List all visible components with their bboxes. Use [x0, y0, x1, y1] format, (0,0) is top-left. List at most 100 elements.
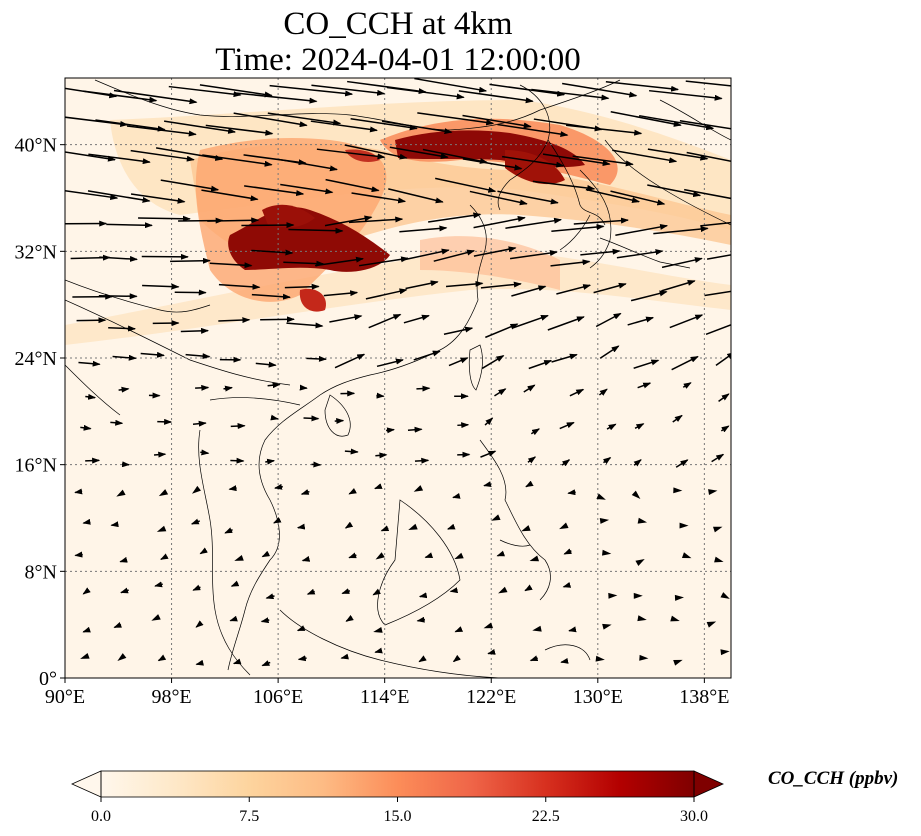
wind-arrow: [598, 388, 608, 396]
wind-arrow: [414, 78, 488, 93]
wind-arrow: [559, 522, 569, 530]
wind-arrow: [612, 149, 678, 164]
wind-arrow: [637, 517, 648, 524]
wind-arrow: [80, 424, 92, 431]
wind-arrow: [525, 480, 534, 488]
wind-arrow: [633, 359, 660, 369]
map-time: Time: 2024-04-01 12:00:00: [215, 42, 581, 78]
wind-arrow: [596, 493, 606, 500]
wind-arrow: [447, 523, 456, 530]
concentration-field: [65, 78, 731, 678]
wind-arrow: [443, 326, 474, 335]
wind-arrow: [562, 581, 572, 588]
wind-arrow: [126, 125, 197, 137]
wind-arrow: [230, 423, 246, 430]
wind-arrow: [274, 483, 283, 490]
wind-arrow: [551, 353, 578, 363]
wind-arrow: [551, 224, 605, 233]
wind-arrow: [88, 153, 151, 165]
wind-arrow: [511, 285, 547, 297]
wind-arrow: [413, 485, 424, 492]
wind-arrow: [296, 523, 306, 530]
wind-arrow: [311, 461, 322, 468]
wind-arrow: [261, 550, 271, 558]
wind-arrow: [388, 188, 444, 204]
wind-arrow: [512, 314, 549, 329]
wind-arrow: [375, 452, 388, 459]
wind-arrow: [435, 177, 497, 193]
lon-tick-label: 106°E: [253, 686, 303, 708]
wind-arrow: [529, 655, 539, 662]
lat-tick-label: 0°: [39, 668, 57, 690]
wind-arrow: [311, 84, 386, 96]
wind-arrow: [569, 388, 585, 397]
lat-tick-label: 24°N: [15, 348, 57, 370]
wind-arrow: [98, 293, 138, 300]
wind-arrow: [218, 283, 261, 290]
wind-arrow: [270, 414, 279, 421]
wind-arrow: [195, 659, 204, 666]
wind-arrow: [76, 317, 107, 324]
wind-arrow: [532, 625, 542, 632]
wind-arrow: [368, 313, 402, 329]
wind-arrow: [200, 449, 210, 456]
wind-arrow: [265, 593, 275, 600]
wind-arrow: [376, 392, 385, 399]
wind-arrow: [527, 456, 537, 464]
wind-arrow: [599, 517, 610, 524]
wind-arrow: [715, 351, 731, 367]
wind-arrow: [205, 124, 274, 136]
wind-arrow: [380, 525, 390, 532]
wind-arrow: [269, 84, 354, 97]
wind-arrow: [345, 614, 354, 622]
wind-arrow: [417, 112, 495, 126]
wind-arrow: [529, 555, 540, 562]
wind-arrow: [201, 189, 259, 202]
wind-arrow: [700, 221, 731, 227]
wind-arrow: [403, 314, 430, 324]
wind-arrow: [708, 489, 718, 495]
wind-arrow: [483, 622, 494, 629]
wind-arrow: [630, 290, 668, 302]
wind-arrow: [251, 293, 291, 300]
wind-arrow: [74, 551, 83, 558]
wind-arrow: [672, 414, 683, 423]
wind-arrow: [595, 655, 605, 662]
wind-arrow: [108, 325, 137, 332]
wind-arrow: [449, 587, 459, 594]
wind-arrow: [572, 155, 634, 167]
wind-arrow: [185, 353, 211, 360]
wind-arrow: [627, 316, 655, 326]
wind-arrow: [300, 489, 310, 495]
colorbar-tick-label: 7.5: [239, 808, 259, 825]
wind-arrow: [255, 361, 277, 368]
wind-arrow: [686, 151, 731, 163]
wind-arrow: [550, 259, 591, 267]
lon-tick-label: 122°E: [466, 686, 516, 708]
wind-arrow: [82, 626, 91, 633]
wind-arrow: [351, 192, 407, 204]
wind-arrow: [573, 217, 629, 225]
wind-arrow: [602, 457, 612, 465]
wind-arrow: [207, 217, 260, 224]
wind-arrow: [130, 193, 186, 204]
wind-arrow: [531, 88, 610, 101]
wind-arrow: [580, 248, 621, 256]
wind-arrow: [341, 588, 351, 595]
wind-arrow: [301, 555, 311, 562]
wind-arrow: [606, 423, 617, 431]
wind-arrow: [491, 514, 501, 521]
wind-arrow: [316, 148, 386, 160]
wind-arrow: [673, 659, 683, 666]
wind-arrow: [530, 428, 541, 436]
colorbar-tick-label: 0.0: [91, 808, 111, 825]
lon-tick-label: 98°E: [151, 686, 191, 708]
wind-arrow: [113, 89, 198, 105]
lat-tick-label: 16°N: [15, 455, 57, 477]
wind-arrow: [229, 615, 238, 622]
wind-arrow: [284, 283, 320, 290]
wind-arrow: [191, 485, 201, 494]
wind-arrow: [615, 223, 669, 236]
wind-arrow: [633, 459, 642, 467]
wind-arrow: [487, 648, 496, 655]
